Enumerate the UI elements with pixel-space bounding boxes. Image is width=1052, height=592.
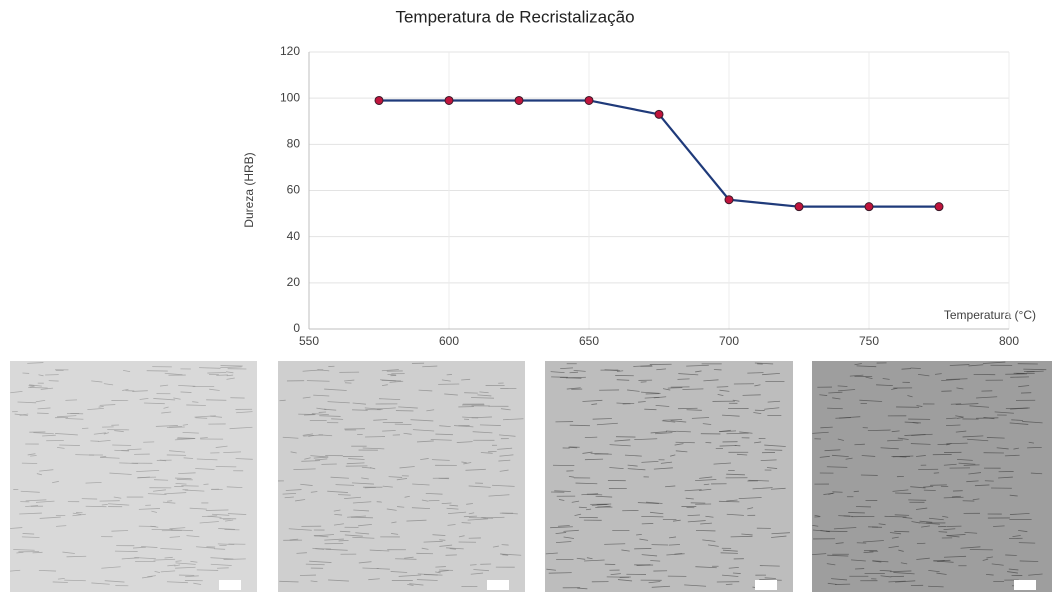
texture [221,366,243,367]
texture [743,395,761,396]
texture [53,582,68,583]
x-tick-label: 800 [999,334,1019,348]
micrographs [10,361,1052,592]
marker [725,196,733,204]
texture [30,387,48,388]
texture [687,410,702,411]
micrograph [545,361,793,592]
texture [424,575,443,576]
texture [339,540,349,541]
texture [470,565,477,566]
texture [1019,543,1035,544]
texture [668,388,683,389]
x-tick-label: 750 [859,334,879,348]
x-tick-label: 650 [579,334,599,348]
marker [585,96,593,104]
y-tick-label: 0 [293,321,300,335]
texture [462,523,471,524]
texture [214,549,225,550]
marker [935,203,943,211]
texture [641,516,663,517]
texture [570,372,578,373]
texture [644,409,656,410]
marker [445,96,453,104]
chart-title: Temperatura de Recristalização [395,7,634,26]
texture [585,437,597,438]
y-axis-label: Dureza (HRB) [242,152,256,227]
texture [848,512,865,513]
scale-bar [1014,580,1036,590]
texture [65,400,77,401]
texture [765,450,783,451]
x-tick-label: 700 [719,334,739,348]
texture [154,480,168,481]
texture [895,515,909,516]
texture [720,445,737,446]
page: Temperatura de Recristalização Dureza (H… [0,0,1052,592]
scale-bar [219,580,241,590]
texture [186,405,206,406]
marker [795,203,803,211]
marker [375,96,383,104]
texture [464,516,477,517]
scale-bar [755,580,777,590]
texture [549,573,572,574]
y-tick-label: 120 [280,44,300,58]
texture [207,372,226,373]
y-tick-label: 80 [287,137,301,151]
texture [331,419,343,420]
y-tick-label: 20 [287,275,301,289]
texture [913,423,919,424]
micrograph [812,361,1052,592]
y-tick-label: 100 [280,90,300,104]
texture [570,425,590,426]
texture [338,495,351,496]
texture [911,368,921,369]
x-tick-label: 550 [299,334,319,348]
texture [75,455,94,456]
texture [279,400,285,401]
x-tick-label: 600 [439,334,459,348]
scale-bar [487,580,509,590]
texture [854,444,864,445]
texture [677,379,689,380]
y-tick-label: 60 [287,183,301,197]
marker [655,110,663,118]
y-tick-label: 40 [287,229,301,243]
texture [731,536,753,537]
texture [721,553,738,554]
texture [197,570,218,571]
texture [976,418,998,419]
marker [865,203,873,211]
chart: Temperatura de Recristalização Dureza (H… [0,0,1052,592]
marker [515,96,523,104]
texture [67,556,87,557]
texture [1023,369,1046,370]
texture [719,501,739,502]
x-axis-label: Temperatura (°C) [944,308,1036,322]
micrograph [10,361,257,592]
texture [946,425,960,426]
texture [435,567,445,568]
